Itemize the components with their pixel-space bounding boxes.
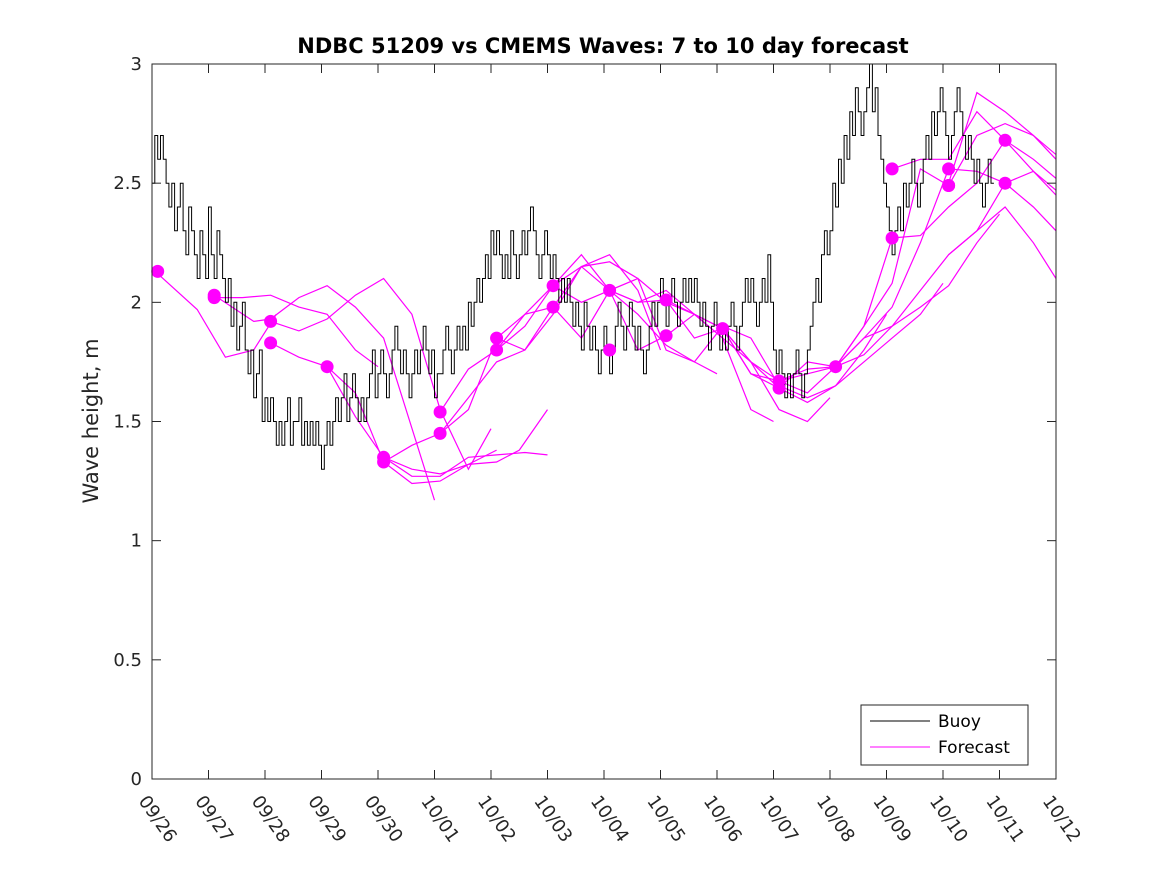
forecast-line-21 xyxy=(948,206,1056,279)
forecast-marker xyxy=(546,279,560,293)
forecast-marker xyxy=(151,264,165,278)
forecast-marker xyxy=(546,300,560,314)
forecast-line-20 xyxy=(948,91,1056,184)
forecast-marker xyxy=(772,381,786,395)
forecast-marker xyxy=(377,455,391,469)
forecast-marker xyxy=(942,179,956,192)
forecast-marker xyxy=(829,360,843,374)
forecast-markers xyxy=(151,133,1012,469)
forecast-line-1 xyxy=(157,273,277,358)
forecast-marker xyxy=(716,322,730,336)
forecast-marker xyxy=(207,291,221,305)
y-tick-label: 0 xyxy=(131,769,142,790)
legend-box xyxy=(860,704,1029,766)
forecast-marker xyxy=(998,176,1012,190)
forecast-marker xyxy=(659,293,673,307)
forecast-line-3 xyxy=(213,285,436,501)
forecast-lines xyxy=(157,91,1056,501)
y-tick-label: 0.5 xyxy=(113,650,142,671)
forecast-line-4 xyxy=(270,277,492,471)
forecast-marker xyxy=(885,162,899,176)
legend-buoy-label: Buoy xyxy=(938,712,981,732)
forecast-marker xyxy=(942,162,956,176)
forecast-marker xyxy=(490,343,504,357)
forecast-marker xyxy=(264,336,278,350)
forecast-marker xyxy=(433,426,447,440)
forecast-marker xyxy=(264,314,278,328)
forecast-marker xyxy=(490,331,504,345)
y-axis-label: Wave height, m xyxy=(79,338,103,503)
y-tick-label: 3 xyxy=(131,54,142,75)
forecast-line-19 xyxy=(891,110,1056,191)
forecast-line-7 xyxy=(383,451,548,477)
forecast-line-14 xyxy=(609,213,1000,394)
y-axis: 0 0.5 1 1.5 2 2.5 3 xyxy=(113,54,1056,790)
y-tick-label: 1.5 xyxy=(113,412,142,433)
chart-title: NDBC 51209 vs CMEMS Waves: 7 to 10 day f… xyxy=(297,34,908,58)
y-tick-label: 1 xyxy=(131,531,142,552)
forecast-line-17 xyxy=(778,168,1056,382)
forecast-marker xyxy=(885,231,899,245)
forecast-line-12 xyxy=(496,277,888,399)
legend: Buoy Forecast xyxy=(860,704,1029,766)
y-tick-label: 2.5 xyxy=(113,173,142,194)
forecast-line-2 xyxy=(214,294,379,368)
forecast-marker xyxy=(603,283,617,297)
buoy-line-group xyxy=(152,64,994,470)
legend-forecast-label: Forecast xyxy=(938,738,1010,758)
forecast-marker xyxy=(659,329,673,343)
y-tick-label: 2 xyxy=(131,292,142,313)
forecast-marker xyxy=(433,405,447,419)
forecast-marker xyxy=(998,133,1012,147)
forecast-marker xyxy=(603,343,617,357)
buoy-line xyxy=(152,64,994,470)
forecast-marker xyxy=(320,360,334,374)
